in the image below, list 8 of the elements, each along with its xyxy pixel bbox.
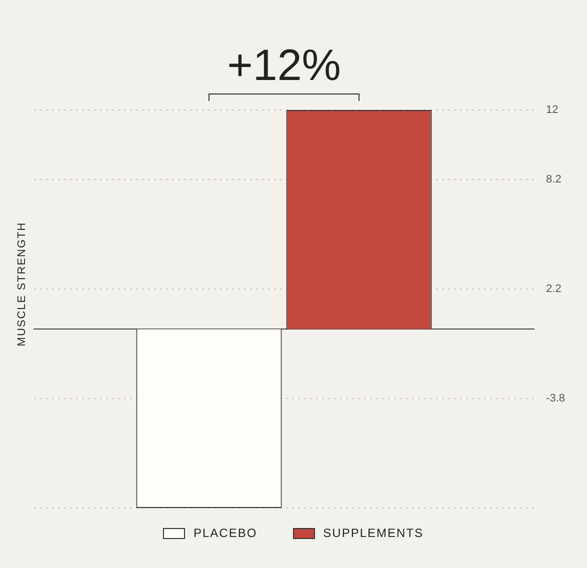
- series-label: PLACEBO: [193, 526, 258, 540]
- y-tick-label: 2.2: [546, 282, 562, 295]
- y-tick-label: 8.2: [546, 173, 562, 186]
- y-tick-label: 12: [546, 104, 558, 116]
- legend-label: SUPPLEMENTS: [323, 526, 424, 540]
- text: +12%: [227, 41, 341, 90]
- y-tick-label: -3.8: [546, 392, 566, 404]
- y-axis-title: MUSCLE STRENGTH: [16, 222, 28, 346]
